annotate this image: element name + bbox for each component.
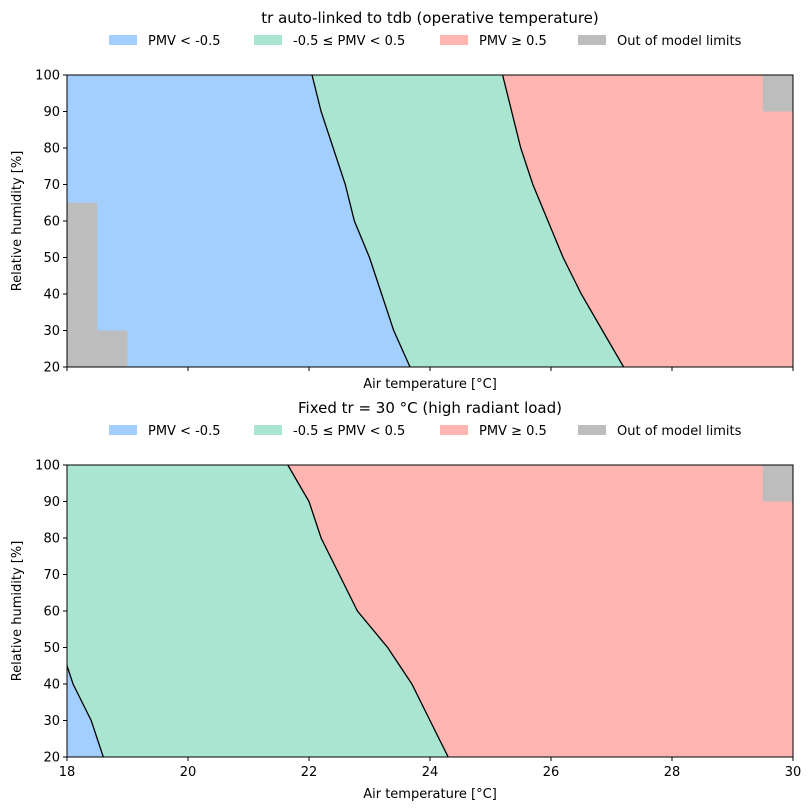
x-tick-label: 24 xyxy=(422,765,439,780)
y-tick-label: 80 xyxy=(43,142,60,157)
x-tick-label: 22 xyxy=(301,765,318,780)
region-pmv-high xyxy=(287,465,793,757)
region-pmv-low xyxy=(67,665,104,757)
region-pmv-low xyxy=(67,75,411,367)
boundary-line xyxy=(67,665,104,757)
boundary-line xyxy=(311,75,411,367)
region-out-of-limits xyxy=(762,465,793,502)
y-tick-label: 90 xyxy=(43,495,60,510)
y-tick-label: 20 xyxy=(43,361,60,376)
y-tick-label: 70 xyxy=(43,178,60,193)
legend-swatch xyxy=(578,425,606,435)
legend-label: PMV < -0.5 xyxy=(148,424,220,439)
y-tick-label: 20 xyxy=(43,751,60,766)
legend-swatch xyxy=(109,35,137,45)
y-tick-label: 50 xyxy=(43,641,60,656)
chart-2: Fixed tr = 30 °C (high radiant load) PMV … xyxy=(10,399,801,802)
legend-label: PMV ≥ 0.5 xyxy=(479,34,547,49)
legend-swatch xyxy=(440,425,468,435)
y-axis-label: Relative humidity [%] xyxy=(10,541,25,682)
legend-label: -0.5 ≤ PMV < 0.5 xyxy=(293,424,405,439)
y-tick-label: 90 xyxy=(43,105,60,120)
y-tick-label: 60 xyxy=(43,215,60,230)
x-tick-label: 26 xyxy=(543,765,560,780)
legend: PMV < -0.5 -0.5 ≤ PMV < 0.5 PMV ≥ 0.5 Out o… xyxy=(109,424,742,439)
y-tick-label: 70 xyxy=(43,568,60,583)
y-tick-label: 40 xyxy=(43,288,60,303)
region-pmv-neutral xyxy=(312,75,624,367)
region-pmv-high xyxy=(502,75,793,367)
x-tick-label: 30 xyxy=(785,765,802,780)
legend-swatch xyxy=(254,425,282,435)
boundary-line xyxy=(287,465,449,757)
region-out-of-limits xyxy=(97,330,128,367)
legend-label: PMV ≥ 0.5 xyxy=(479,424,547,439)
y-tick-label: 80 xyxy=(43,532,60,547)
legend-label: PMV < -0.5 xyxy=(148,34,220,49)
x-axis-label: Air temperature [°C] xyxy=(363,787,497,802)
y-tick-label: 30 xyxy=(43,324,60,339)
legend-swatch xyxy=(440,35,468,45)
legend-swatch xyxy=(578,35,606,45)
x-tick-label: 20 xyxy=(180,765,197,780)
x-tick-label: 18 xyxy=(59,765,76,780)
legend-label: Out of model limits xyxy=(617,34,742,49)
y-tick-label: 100 xyxy=(35,69,60,84)
y-tick-label: 50 xyxy=(43,251,60,266)
plot-area xyxy=(67,75,793,367)
x-tick-label: 28 xyxy=(664,765,681,780)
chart-1: tr auto-linked to tdb (operative tempera… xyxy=(10,9,794,392)
y-tick-label: 40 xyxy=(43,678,60,693)
chart-title: Fixed tr = 30 °C (high radiant load) xyxy=(298,399,562,417)
y-axis-label: Relative humidity [%] xyxy=(10,151,25,292)
legend-label: -0.5 ≤ PMV < 0.5 xyxy=(293,34,405,49)
legend: PMV < -0.5 -0.5 ≤ PMV < 0.5 PMV ≥ 0.5 Out o… xyxy=(109,34,742,49)
legend-swatch xyxy=(109,425,137,435)
region-pmv-neutral xyxy=(67,465,449,757)
legend-swatch xyxy=(254,35,282,45)
plot-area xyxy=(67,465,793,757)
legend-label: Out of model limits xyxy=(617,424,742,439)
x-axis-label: Air temperature [°C] xyxy=(363,377,497,392)
chart-title: tr auto-linked to tdb (operative tempera… xyxy=(261,9,599,27)
boundary-line xyxy=(501,75,625,367)
region-out-of-limits xyxy=(762,75,793,112)
region-out-of-limits xyxy=(67,202,98,367)
y-tick-label: 100 xyxy=(35,459,60,474)
y-tick-label: 30 xyxy=(43,714,60,729)
y-tick-label: 60 xyxy=(43,605,60,620)
